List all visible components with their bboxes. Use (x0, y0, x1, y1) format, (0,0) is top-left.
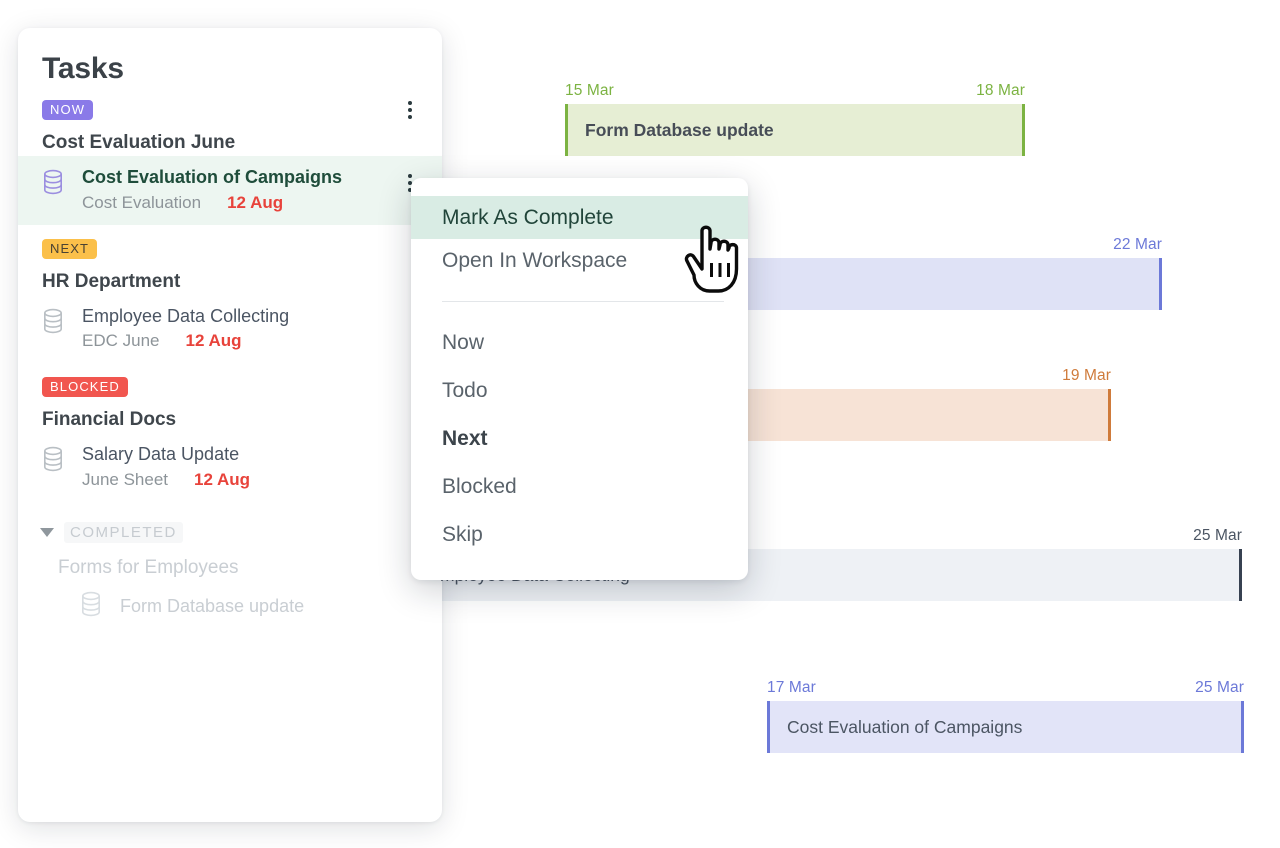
task-project: June Sheet (82, 469, 169, 489)
task-group-header: NOW (18, 86, 442, 120)
page-title: Tasks (42, 52, 124, 85)
gantt-bar-start-handle[interactable] (565, 104, 568, 156)
tasks-panel: Tasks NOW Cost Evaluation June Cos (18, 28, 442, 822)
status-badge-next: NEXT (42, 238, 98, 259)
task-meta: June Sheet 12 Aug (82, 470, 420, 490)
gantt-bar-end-handle[interactable] (1239, 549, 1242, 601)
list-item-content: Salary Data Update June Sheet 12 Aug (64, 443, 420, 490)
gantt-bar[interactable]: Form Database update (565, 104, 1025, 156)
gantt-bar-end-handle[interactable] (1108, 389, 1111, 441)
kebab-menu-icon[interactable] (400, 172, 420, 194)
task-group-project: HR Department (42, 270, 181, 292)
menu-item-open-in-workspace[interactable]: Open In Workspace (442, 248, 628, 272)
task-meta: EDC June 12 Aug (82, 331, 420, 351)
gantt-date-range: 17 Mar 25 Mar (767, 679, 1244, 701)
task-group-next: NEXT HR Department Employee Data Collect… (18, 225, 442, 364)
task-group-completed: COMPLETED Forms for Employees Form Datab… (18, 502, 442, 622)
gantt-end-date: 22 Mar (1113, 236, 1162, 253)
task-group-project: Cost Evaluation June (42, 132, 236, 153)
gantt-bar[interactable]: Cost Evaluation of Campaigns (767, 701, 1244, 753)
task-group-project: Forms for Employees (58, 556, 239, 578)
gantt-date-range: 19 Mar (560, 367, 1111, 389)
gantt-bar-start-handle[interactable] (767, 701, 770, 753)
task-due-date: 12 Aug (194, 469, 251, 489)
task-project: EDC June (82, 331, 160, 350)
task-title: Cost Evaluation of Campaigns (82, 167, 343, 187)
menu-item-skip[interactable]: Skip (442, 523, 483, 546)
gantt-start-date: 15 Mar (565, 82, 614, 99)
task-title: Employee Data Collecting (82, 305, 290, 326)
menu-divider (442, 301, 724, 302)
database-icon (80, 591, 102, 622)
list-item[interactable]: Cost Evaluation of Campaigns Cost Evalua… (18, 156, 442, 225)
gantt-bar-end-handle[interactable] (1159, 258, 1162, 310)
gantt-row[interactable]: 15 Mar 18 Mar Form Database update (565, 82, 1025, 156)
list-item[interactable]: Employee Data Collecting EDC June 12 Aug (18, 295, 442, 364)
task-group-header: BLOCKED (18, 363, 442, 397)
gantt-bar-end-handle[interactable] (1022, 104, 1025, 156)
list-item-content: Employee Data Collecting EDC June 12 Aug (64, 305, 420, 352)
list-item-content: Cost Evaluation of Campaigns Cost Evalua… (64, 166, 400, 213)
database-icon (42, 169, 64, 200)
gantt-date-range: 15 Mar 18 Mar (565, 82, 1025, 104)
status-badge-now: NOW (42, 100, 94, 120)
menu-item-todo[interactable]: Todo (442, 379, 488, 402)
list-item[interactable]: Salary Data Update June Sheet 12 Aug (18, 433, 442, 502)
gantt-end-date: 25 Mar (1193, 527, 1242, 544)
task-group-header: NEXT (18, 225, 442, 259)
task-title: Form Database update (120, 595, 305, 616)
completed-section-toggle[interactable]: COMPLETED (18, 502, 442, 543)
gantt-bar-label: Cost Evaluation of Campaigns (787, 716, 1023, 737)
gantt-end-date: 25 Mar (1195, 679, 1244, 696)
database-icon (42, 308, 64, 339)
gantt-row[interactable]: 17 Mar 25 Mar Cost Evaluation of Campaig… (767, 679, 1244, 753)
list-item[interactable]: Form Database update (18, 579, 442, 622)
database-icon (42, 446, 64, 477)
gantt-date-range: 22 Mar (455, 236, 1162, 258)
gantt-end-date: 18 Mar (976, 82, 1025, 99)
task-title: Salary Data Update (82, 444, 240, 464)
gantt-bar-end-handle[interactable] (1241, 701, 1244, 753)
menu-item-blocked[interactable]: Blocked (442, 475, 517, 498)
menu-item-now[interactable]: Now (442, 331, 485, 354)
gantt-date-range: 25 Mar (420, 527, 1242, 549)
task-group-project: Financial Docs (42, 409, 177, 430)
task-project: Cost Evaluation (82, 192, 202, 212)
completed-section-label: COMPLETED (64, 521, 183, 543)
menu-item-next[interactable]: Next (442, 427, 488, 450)
status-badge-blocked: BLOCKED (42, 377, 128, 397)
menu-item-mark-as-complete[interactable]: Mark As Complete (411, 196, 748, 239)
task-due-date: 12 Aug (227, 192, 284, 212)
caret-down-icon[interactable] (40, 527, 54, 537)
task-group-blocked: BLOCKED Financial Docs Salary Data Updat… (18, 363, 442, 502)
kebab-menu-icon[interactable] (400, 99, 420, 121)
context-menu: Mark As Complete Open In Workspace Now T… (411, 178, 748, 580)
task-meta: Cost Evaluation 12 Aug (82, 193, 400, 213)
gantt-bar-label: Form Database update (585, 119, 774, 140)
task-group-now: NOW Cost Evaluation June Cost Evaluation… (18, 86, 442, 225)
gantt-start-date: 17 Mar (767, 679, 816, 696)
gantt-end-date: 19 Mar (1062, 367, 1111, 384)
task-due-date: 12 Aug (185, 331, 242, 350)
